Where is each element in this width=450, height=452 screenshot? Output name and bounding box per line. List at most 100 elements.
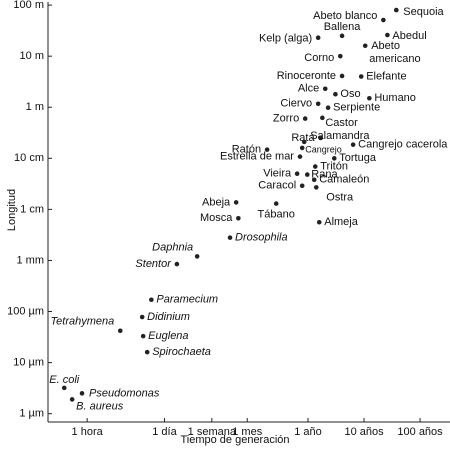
point-label: Ballena	[324, 21, 362, 33]
point	[311, 177, 317, 183]
point-label: Mosca	[200, 212, 233, 224]
point-label: Serpiente	[333, 102, 380, 114]
point	[144, 349, 150, 355]
point-label: Abeto blanco	[313, 10, 377, 22]
point	[264, 147, 270, 152]
point	[381, 17, 386, 23]
point	[362, 43, 368, 49]
point	[194, 254, 200, 259]
point-label: Castor	[325, 117, 358, 129]
point	[273, 201, 279, 206]
point	[367, 95, 372, 101]
point	[313, 185, 319, 190]
x-tick-label: 1 día	[152, 426, 177, 438]
y-tick-label: 100 m	[13, 0, 44, 11]
point	[320, 115, 325, 121]
point	[315, 35, 321, 41]
point-label: Kelp (alga)	[259, 33, 312, 45]
point-label: Cangrejo	[305, 144, 342, 154]
point-label: Rana	[311, 169, 338, 181]
point	[358, 74, 364, 79]
point	[350, 142, 356, 147]
point	[299, 145, 305, 151]
y-tick-label: 1 mm	[17, 254, 45, 266]
y-tick-label: 10 cm	[14, 152, 44, 164]
point-label: Rata	[291, 132, 315, 144]
point	[79, 391, 85, 396]
point	[312, 164, 318, 169]
point-label: Tortuga	[339, 152, 377, 164]
point-label: Tábano	[258, 208, 295, 220]
point-label: E. coli	[49, 374, 80, 386]
x-tick-label: 1 mes	[232, 426, 262, 438]
x-tick-label: 1 año	[294, 426, 322, 438]
point	[393, 7, 399, 13]
point	[140, 333, 146, 339]
point-label: Cangrejo cacerola	[358, 139, 448, 151]
point	[69, 397, 75, 402]
point	[318, 135, 323, 141]
point-label: Alce	[298, 83, 319, 95]
y-tick-label: 10 m	[20, 50, 44, 62]
point-label: Paramecium	[156, 294, 218, 306]
point-label: Almeja	[324, 216, 359, 228]
point	[227, 235, 233, 240]
point-label: Pseudomonas	[89, 387, 160, 399]
point-label: Ciervo	[280, 98, 312, 110]
point-label: B. aureus	[76, 400, 124, 412]
point-label: Zorro	[273, 112, 299, 124]
point-label: Tritón	[320, 160, 348, 172]
point-label: Drosophila	[235, 232, 288, 244]
point	[139, 314, 145, 320]
x-axis-label: Tiempo de generación	[180, 434, 289, 446]
point-label: Camaleón	[319, 174, 369, 186]
point-label: Spirochaeta	[152, 346, 211, 358]
point	[331, 156, 337, 161]
point-label: Elefante	[366, 70, 406, 82]
y-tick-label: 1 µm	[19, 408, 44, 420]
y-tick-label: 100 µm	[7, 305, 44, 317]
point	[61, 385, 67, 391]
point	[333, 91, 338, 97]
point	[315, 101, 321, 107]
point-label: Ratón	[232, 144, 261, 156]
x-tick-label: 10 años	[344, 426, 384, 438]
point-label: Stentor	[135, 258, 172, 270]
point-label: Tetrahymena	[50, 316, 114, 328]
point-label: Sequoia	[403, 6, 444, 18]
point	[117, 328, 123, 334]
point-label: Caracol	[258, 180, 296, 192]
point	[233, 200, 239, 205]
point-label: Daphnia	[152, 241, 193, 253]
point	[299, 183, 305, 189]
point	[339, 73, 345, 79]
point-label: Ostra	[326, 191, 354, 203]
point	[302, 116, 308, 121]
point-label: Rinoceronte	[277, 70, 336, 82]
point	[304, 172, 310, 177]
y-tick-label: 1 m	[26, 101, 44, 113]
point	[149, 297, 154, 303]
point-label: Euglena	[148, 330, 188, 342]
point	[174, 261, 180, 267]
point-label: Humano	[374, 92, 416, 104]
point	[339, 33, 345, 39]
y-axis-label: Longitud	[6, 189, 18, 231]
point	[236, 215, 241, 221]
point-label: Estrella de mar	[220, 151, 294, 163]
point	[322, 86, 328, 92]
point-label: Abedul	[392, 30, 426, 42]
y-tick-label: 1 cm	[20, 203, 44, 215]
x-tick-label: 1 semana	[188, 426, 237, 438]
y-tick-label: 10 µm	[13, 357, 44, 369]
x-tick-label: 1 hora	[72, 426, 104, 438]
point	[325, 105, 331, 111]
point-label: Abeja	[202, 196, 231, 208]
point	[301, 139, 307, 145]
point	[385, 32, 390, 38]
point-label: Corno	[304, 52, 334, 64]
point	[316, 219, 322, 225]
point	[337, 53, 343, 59]
x-tick-label: 100 años	[397, 426, 443, 438]
